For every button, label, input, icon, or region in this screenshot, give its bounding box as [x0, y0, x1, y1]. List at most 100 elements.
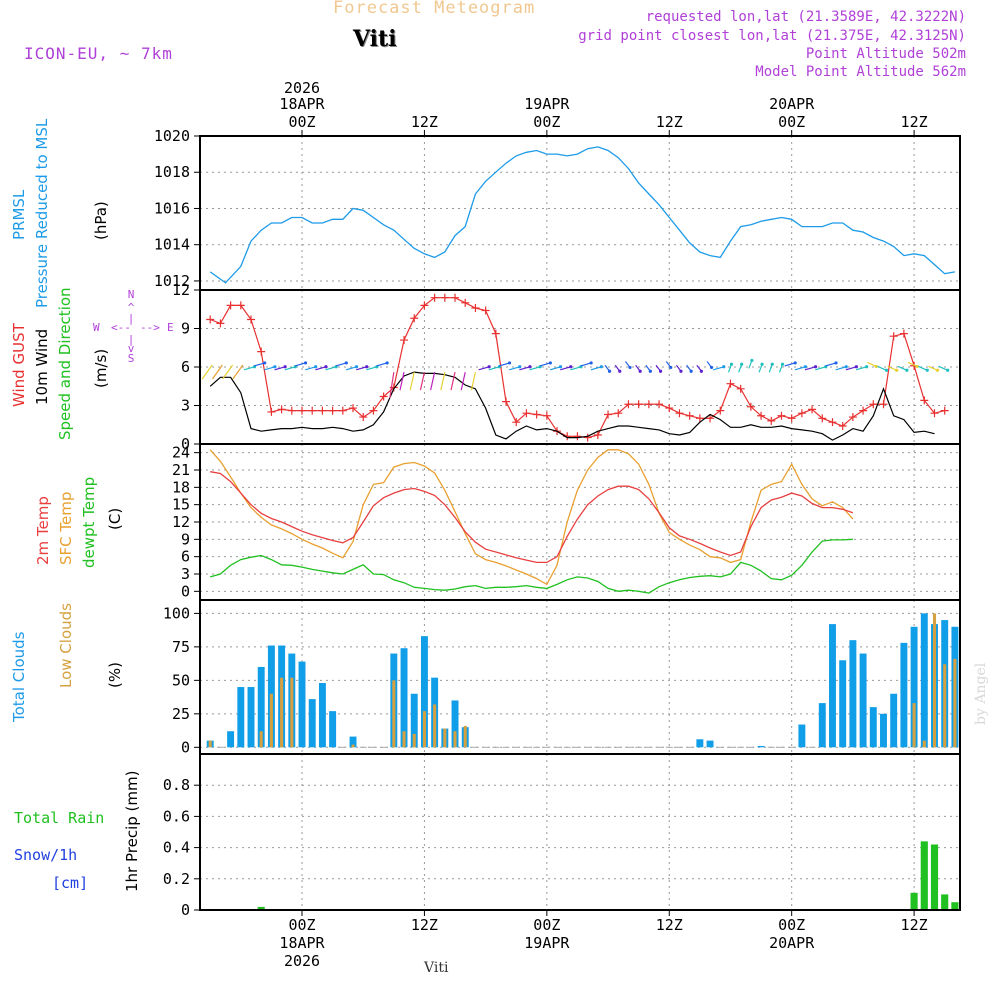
total-rain-label: Total Rain — [14, 809, 104, 827]
wind-arrow-head — [607, 369, 612, 373]
compass-w: W — [93, 321, 100, 334]
total-clouds-bar — [910, 626, 918, 748]
location-name: Viti — [353, 26, 397, 52]
wind-arrow-head — [658, 369, 663, 373]
total-clouds-bar — [349, 736, 357, 748]
gust-marker — [675, 409, 684, 418]
total-clouds-bar — [818, 703, 826, 748]
wind-arrow-head — [729, 362, 734, 366]
wind-arrow — [845, 366, 857, 371]
gust-marker — [247, 315, 256, 324]
wind-arrow-head — [354, 365, 359, 369]
gust-marker — [236, 301, 245, 310]
y-tick-label: 1018 — [154, 163, 190, 181]
y-tick-label: 0.8 — [163, 776, 190, 794]
wind-arrow — [549, 366, 561, 371]
wind-arrow — [389, 372, 395, 399]
wind-arrow-head — [628, 365, 632, 370]
wind-speed-line — [209, 371, 935, 441]
snow-label: Snow/1h — [14, 846, 77, 864]
gust-marker — [481, 306, 490, 315]
y-tick-label: 12 — [172, 513, 190, 531]
wind-arrow — [366, 366, 378, 371]
wind-arrow — [274, 366, 286, 371]
wind-arrow — [264, 366, 276, 371]
wind-arrow-head — [854, 365, 858, 369]
low-clouds-bar — [433, 704, 437, 748]
pressure-line — [209, 146, 956, 284]
svg-text:|: | — [128, 312, 135, 325]
wind-arrow — [794, 366, 806, 371]
gust-marker — [471, 303, 480, 312]
total-clouds-bar — [298, 661, 306, 748]
model-name: ICON-EU, ~ 7km — [24, 44, 173, 63]
wind-arrow-head — [915, 364, 919, 369]
y-tick-label: 12 — [172, 281, 190, 299]
wind-arrow-head — [283, 365, 287, 369]
svg-text:v: v — [128, 342, 135, 355]
wind-arrow-head — [569, 365, 573, 369]
wind-arrow-head — [780, 362, 785, 366]
gust-marker — [206, 315, 215, 324]
bottom-time-label: 00Z — [778, 916, 805, 934]
y-tick-label: 50 — [172, 671, 190, 689]
wind-arrow — [399, 372, 405, 391]
gust-marker — [593, 431, 602, 440]
low-clouds-bar — [422, 711, 426, 748]
prmsl-label: PRMSL — [10, 189, 28, 240]
gust-marker — [808, 405, 817, 414]
gust-marker — [685, 411, 694, 420]
total-clouds-bar — [247, 687, 255, 748]
y-tick-label: 1012 — [154, 272, 190, 290]
temp-2m-label: 2m Temp — [34, 496, 52, 565]
wind-gust-label: Wind GUST — [10, 322, 28, 407]
low-clouds-bar — [443, 728, 447, 748]
pressure-label: Pressure Reduced to MSL — [33, 118, 51, 308]
rain-bar — [930, 844, 939, 910]
y-tick-label: 6 — [181, 548, 190, 566]
y-tick-label: 1016 — [154, 199, 190, 217]
wind-arrow-head — [365, 365, 369, 369]
total-clouds-bar — [318, 683, 326, 748]
top-time-label: 00Z — [533, 113, 560, 131]
temp-unit-label: (C) — [106, 508, 124, 530]
y-tick-label: 9 — [181, 530, 190, 548]
total-clouds-bar — [798, 724, 806, 748]
top-time-label: 12Z — [901, 113, 928, 131]
y-tick-label: 0.2 — [163, 870, 190, 888]
low-clouds-bar — [943, 664, 947, 748]
y-tick-label: 1020 — [154, 127, 190, 145]
panel-frame — [199, 135, 961, 291]
wind-arrow — [440, 372, 446, 391]
wind-arrow — [232, 364, 244, 380]
point-altitude: Point Altitude 502m — [805, 46, 966, 62]
wind-arrow-head — [528, 365, 532, 369]
low-clouds-bar — [392, 680, 396, 748]
gust-marker — [644, 400, 653, 409]
gust-marker — [400, 336, 409, 345]
gust-marker — [787, 414, 796, 423]
gust-marker — [848, 413, 857, 422]
wind-arrow — [897, 365, 908, 371]
y-tick-label: 15 — [172, 496, 190, 514]
gust-marker — [369, 406, 378, 415]
wind-arrow-head — [884, 368, 889, 372]
wind-arrow — [345, 366, 357, 371]
wind-arrow-head — [618, 369, 622, 373]
gust-marker — [491, 329, 500, 338]
wind-arrow-head — [750, 358, 754, 363]
gust-marker — [318, 406, 327, 415]
y-tick-label: 18 — [172, 478, 190, 496]
bottom-time-label: 18APR — [279, 934, 325, 952]
wind-arrow-head — [669, 365, 673, 370]
wind-arrow-head — [314, 365, 318, 369]
wind-arrow — [284, 366, 296, 371]
wind-arrow-head — [740, 362, 744, 366]
gust-marker — [226, 301, 235, 310]
gust-marker — [736, 384, 745, 393]
requested-coords: requested lon,lat (21.3589E, 42.3222N) — [645, 9, 966, 25]
gust-marker — [430, 293, 439, 302]
total-clouds-bar — [859, 653, 867, 748]
bottom-time-label: 12Z — [656, 916, 683, 934]
wind-arrow-head — [864, 365, 869, 369]
